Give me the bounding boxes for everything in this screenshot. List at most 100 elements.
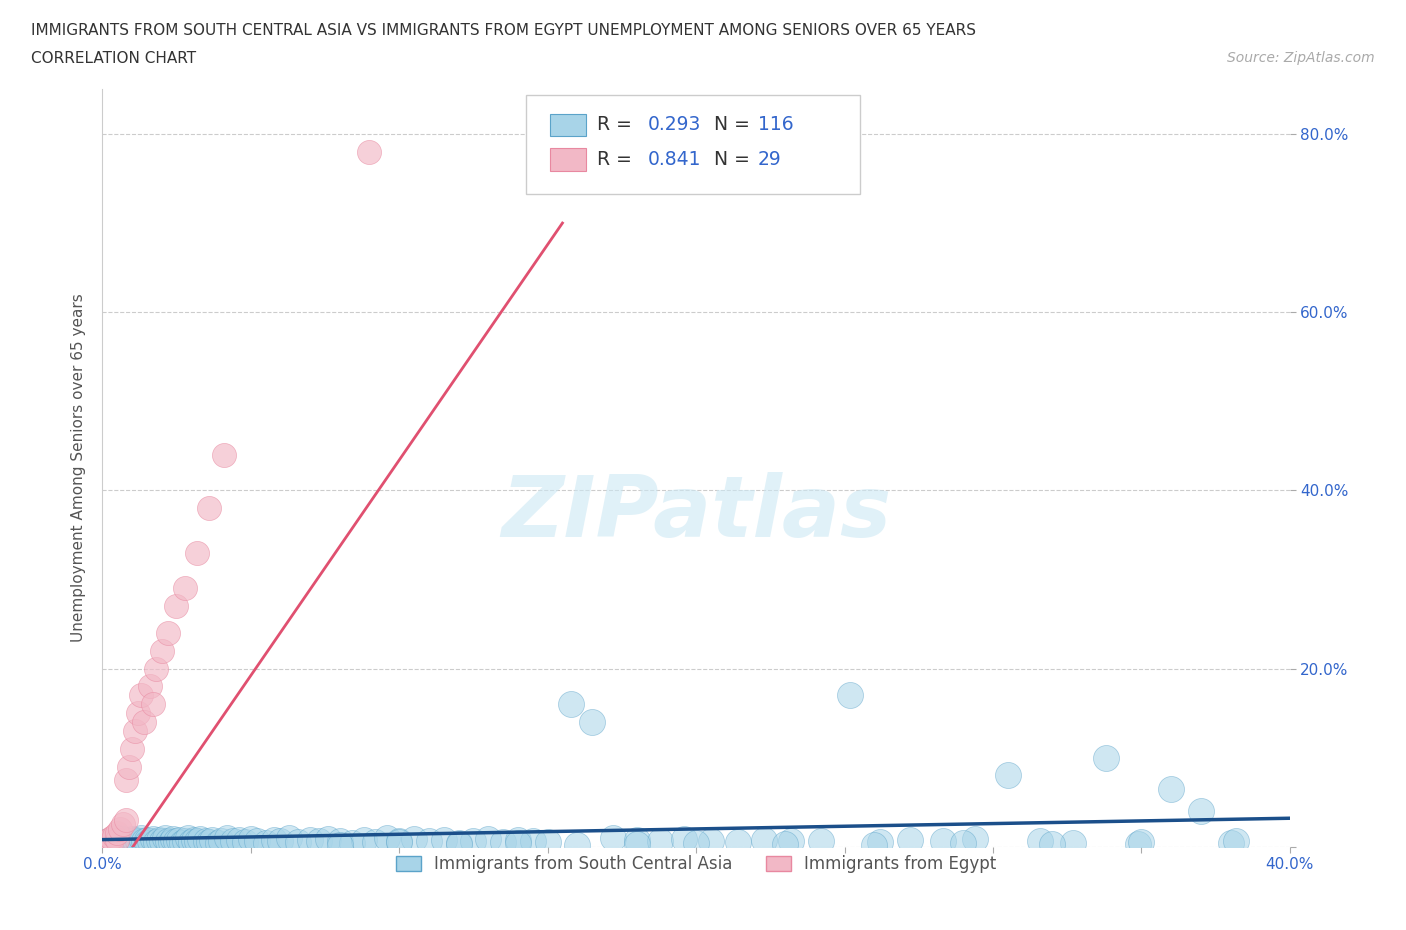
Point — [142, 831, 165, 846]
Point — [839, 688, 862, 703]
Point — [124, 835, 146, 850]
Point — [115, 813, 138, 828]
Point — [129, 688, 152, 703]
Point — [287, 835, 309, 850]
Point — [402, 831, 425, 846]
Point — [1040, 837, 1063, 852]
Point — [447, 836, 470, 851]
Point — [329, 834, 352, 849]
Point — [359, 144, 381, 159]
Point — [111, 831, 134, 846]
Point — [308, 833, 330, 848]
Point — [602, 830, 624, 845]
Point — [118, 833, 141, 848]
Text: R =: R = — [598, 151, 638, 169]
Point — [727, 835, 749, 850]
Point — [100, 836, 122, 851]
Point — [567, 838, 589, 853]
Point — [94, 835, 117, 850]
Point — [186, 834, 208, 849]
Point — [228, 832, 250, 847]
Point — [169, 832, 191, 847]
Point — [1225, 834, 1247, 849]
Point — [105, 835, 128, 850]
Point — [673, 831, 696, 846]
Point — [506, 832, 529, 847]
Text: IMMIGRANTS FROM SOUTH CENTRAL ASIA VS IMMIGRANTS FROM EGYPT UNEMPLOYMENT AMONG S: IMMIGRANTS FROM SOUTH CENTRAL ASIA VS IM… — [31, 23, 976, 38]
Point — [156, 626, 179, 641]
Point — [1029, 834, 1052, 849]
Point — [165, 599, 187, 614]
Point — [388, 835, 411, 850]
Point — [626, 837, 648, 852]
Text: N =: N = — [714, 151, 756, 169]
Point — [1160, 781, 1182, 796]
Point — [97, 837, 120, 852]
Point — [135, 832, 157, 847]
Text: 116: 116 — [758, 115, 793, 135]
Text: N =: N = — [714, 115, 756, 135]
Point — [138, 679, 160, 694]
Point — [269, 834, 291, 849]
Point — [299, 832, 322, 847]
Point — [118, 759, 141, 774]
Point — [278, 830, 301, 845]
Text: CORRELATION CHART: CORRELATION CHART — [31, 51, 195, 66]
Point — [132, 714, 155, 729]
Point — [233, 835, 256, 850]
Point — [246, 833, 269, 848]
Point — [522, 834, 544, 849]
Point — [463, 833, 485, 848]
Text: R =: R = — [598, 115, 638, 135]
Point — [207, 836, 229, 851]
Point — [118, 836, 141, 851]
Point — [212, 447, 235, 462]
Point — [810, 833, 832, 848]
Point — [103, 829, 125, 844]
Point — [121, 741, 143, 756]
Bar — [550, 113, 586, 137]
Point — [201, 832, 224, 847]
Point — [263, 832, 285, 847]
Point — [254, 836, 277, 851]
Point — [105, 826, 128, 841]
Point — [115, 773, 138, 788]
Point — [108, 821, 131, 836]
Point — [127, 833, 149, 848]
Point — [108, 833, 131, 848]
Y-axis label: Unemployment Among Seniors over 65 years: Unemployment Among Seniors over 65 years — [72, 294, 86, 643]
Point — [183, 832, 205, 847]
Point — [121, 831, 143, 846]
Bar — [550, 149, 586, 171]
Point — [650, 834, 672, 849]
Text: ZIPatlas: ZIPatlas — [501, 472, 891, 555]
Point — [105, 837, 128, 852]
Point — [997, 768, 1019, 783]
Point — [162, 831, 184, 846]
Point — [111, 817, 134, 832]
Text: Source: ZipAtlas.com: Source: ZipAtlas.com — [1227, 51, 1375, 65]
Point — [188, 831, 211, 846]
Point — [1130, 835, 1153, 850]
Point — [115, 832, 138, 847]
Point — [316, 831, 339, 846]
Point — [108, 836, 131, 851]
Point — [159, 835, 181, 850]
Point — [148, 832, 170, 847]
Point — [700, 833, 723, 848]
Point — [100, 830, 122, 845]
Point — [626, 832, 648, 847]
Point — [100, 833, 122, 848]
Point — [174, 581, 197, 596]
Point — [145, 835, 167, 850]
Point — [1128, 837, 1150, 852]
Point — [581, 714, 603, 729]
Point — [97, 837, 120, 852]
Point — [121, 834, 143, 849]
Point — [127, 706, 149, 721]
Point — [132, 834, 155, 849]
Point — [97, 832, 120, 847]
Point — [172, 836, 194, 851]
Point — [174, 833, 197, 848]
Point — [156, 833, 179, 848]
